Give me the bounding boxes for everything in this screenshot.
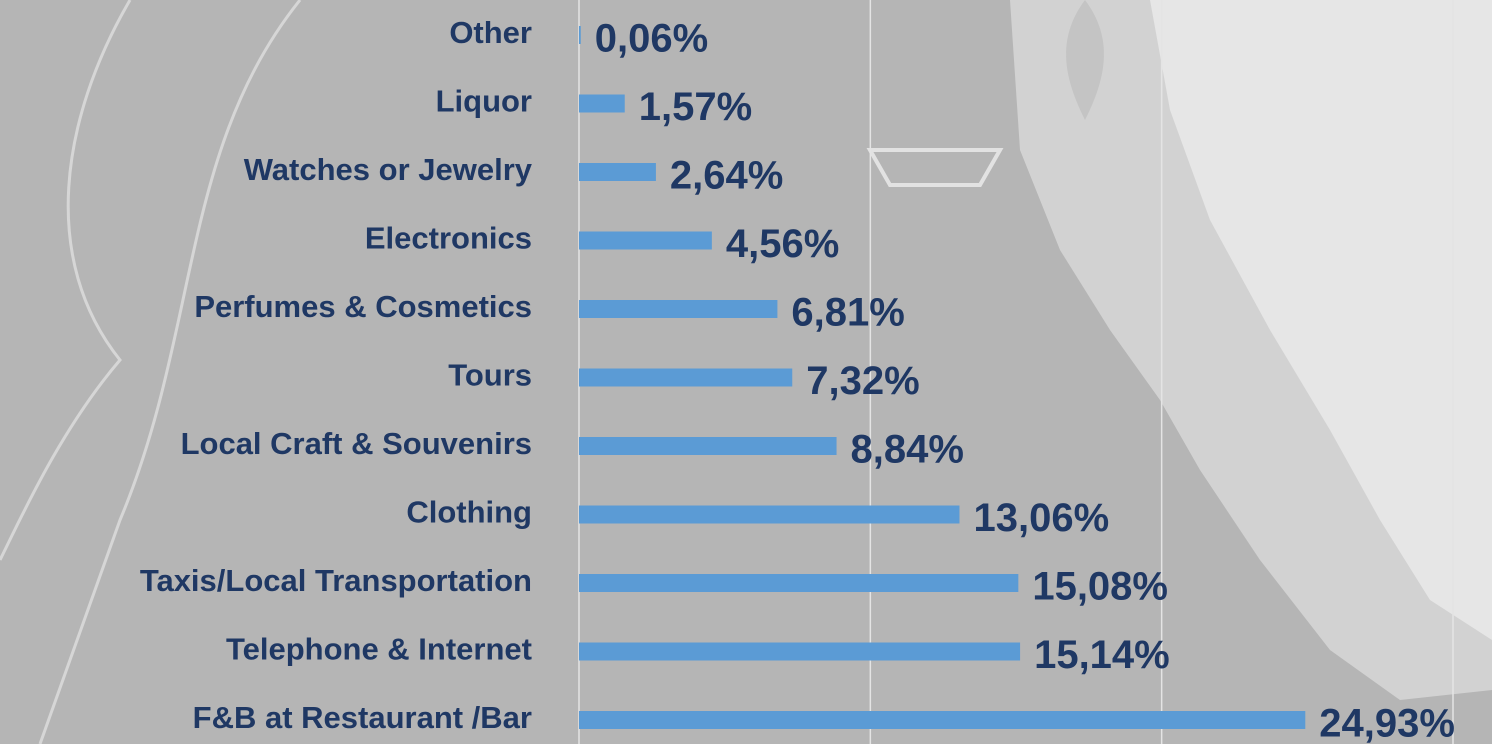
value-label: 15,08% xyxy=(1032,565,1168,609)
category-label: Watches or Jewelry xyxy=(244,152,533,187)
value-label: 8,84% xyxy=(851,428,964,472)
value-label: 15,14% xyxy=(1034,633,1170,677)
value-label: 13,06% xyxy=(973,496,1109,540)
value-label: 2,64% xyxy=(670,154,783,198)
category-label: Telephone & Internet xyxy=(226,632,532,667)
category-label: Perfumes & Cosmetics xyxy=(194,289,532,324)
bar xyxy=(579,711,1306,729)
value-label: 4,56% xyxy=(726,222,839,266)
category-label: Local Craft & Souvenirs xyxy=(181,426,532,461)
grid xyxy=(578,0,1454,744)
category-label: Clothing xyxy=(406,495,532,530)
bar xyxy=(579,26,581,44)
bar xyxy=(579,437,837,455)
value-label: 1,57% xyxy=(639,85,752,129)
value-label: 6,81% xyxy=(791,291,904,335)
value-label: 7,32% xyxy=(806,359,919,403)
category-label: F&B at Restaurant /Bar xyxy=(193,700,532,735)
plot: Other 0,06% Liquor 1,57% Watches or Jewelry 2… xyxy=(140,15,1455,744)
category-label: Taxis/Local Transportation xyxy=(140,563,532,598)
category-label: Liquor xyxy=(436,84,532,119)
category-label: Tours xyxy=(448,358,532,393)
category-label: Electronics xyxy=(365,221,532,256)
bar xyxy=(579,368,793,387)
bar xyxy=(579,163,656,181)
bar xyxy=(579,231,712,250)
bar xyxy=(579,300,778,318)
value-label: 24,93% xyxy=(1319,702,1455,744)
bar xyxy=(579,505,960,524)
bar xyxy=(579,574,1019,592)
category-label: Other xyxy=(449,15,532,50)
bar xyxy=(579,642,1021,661)
bar xyxy=(579,94,625,113)
value-label: 0,06% xyxy=(595,17,708,61)
